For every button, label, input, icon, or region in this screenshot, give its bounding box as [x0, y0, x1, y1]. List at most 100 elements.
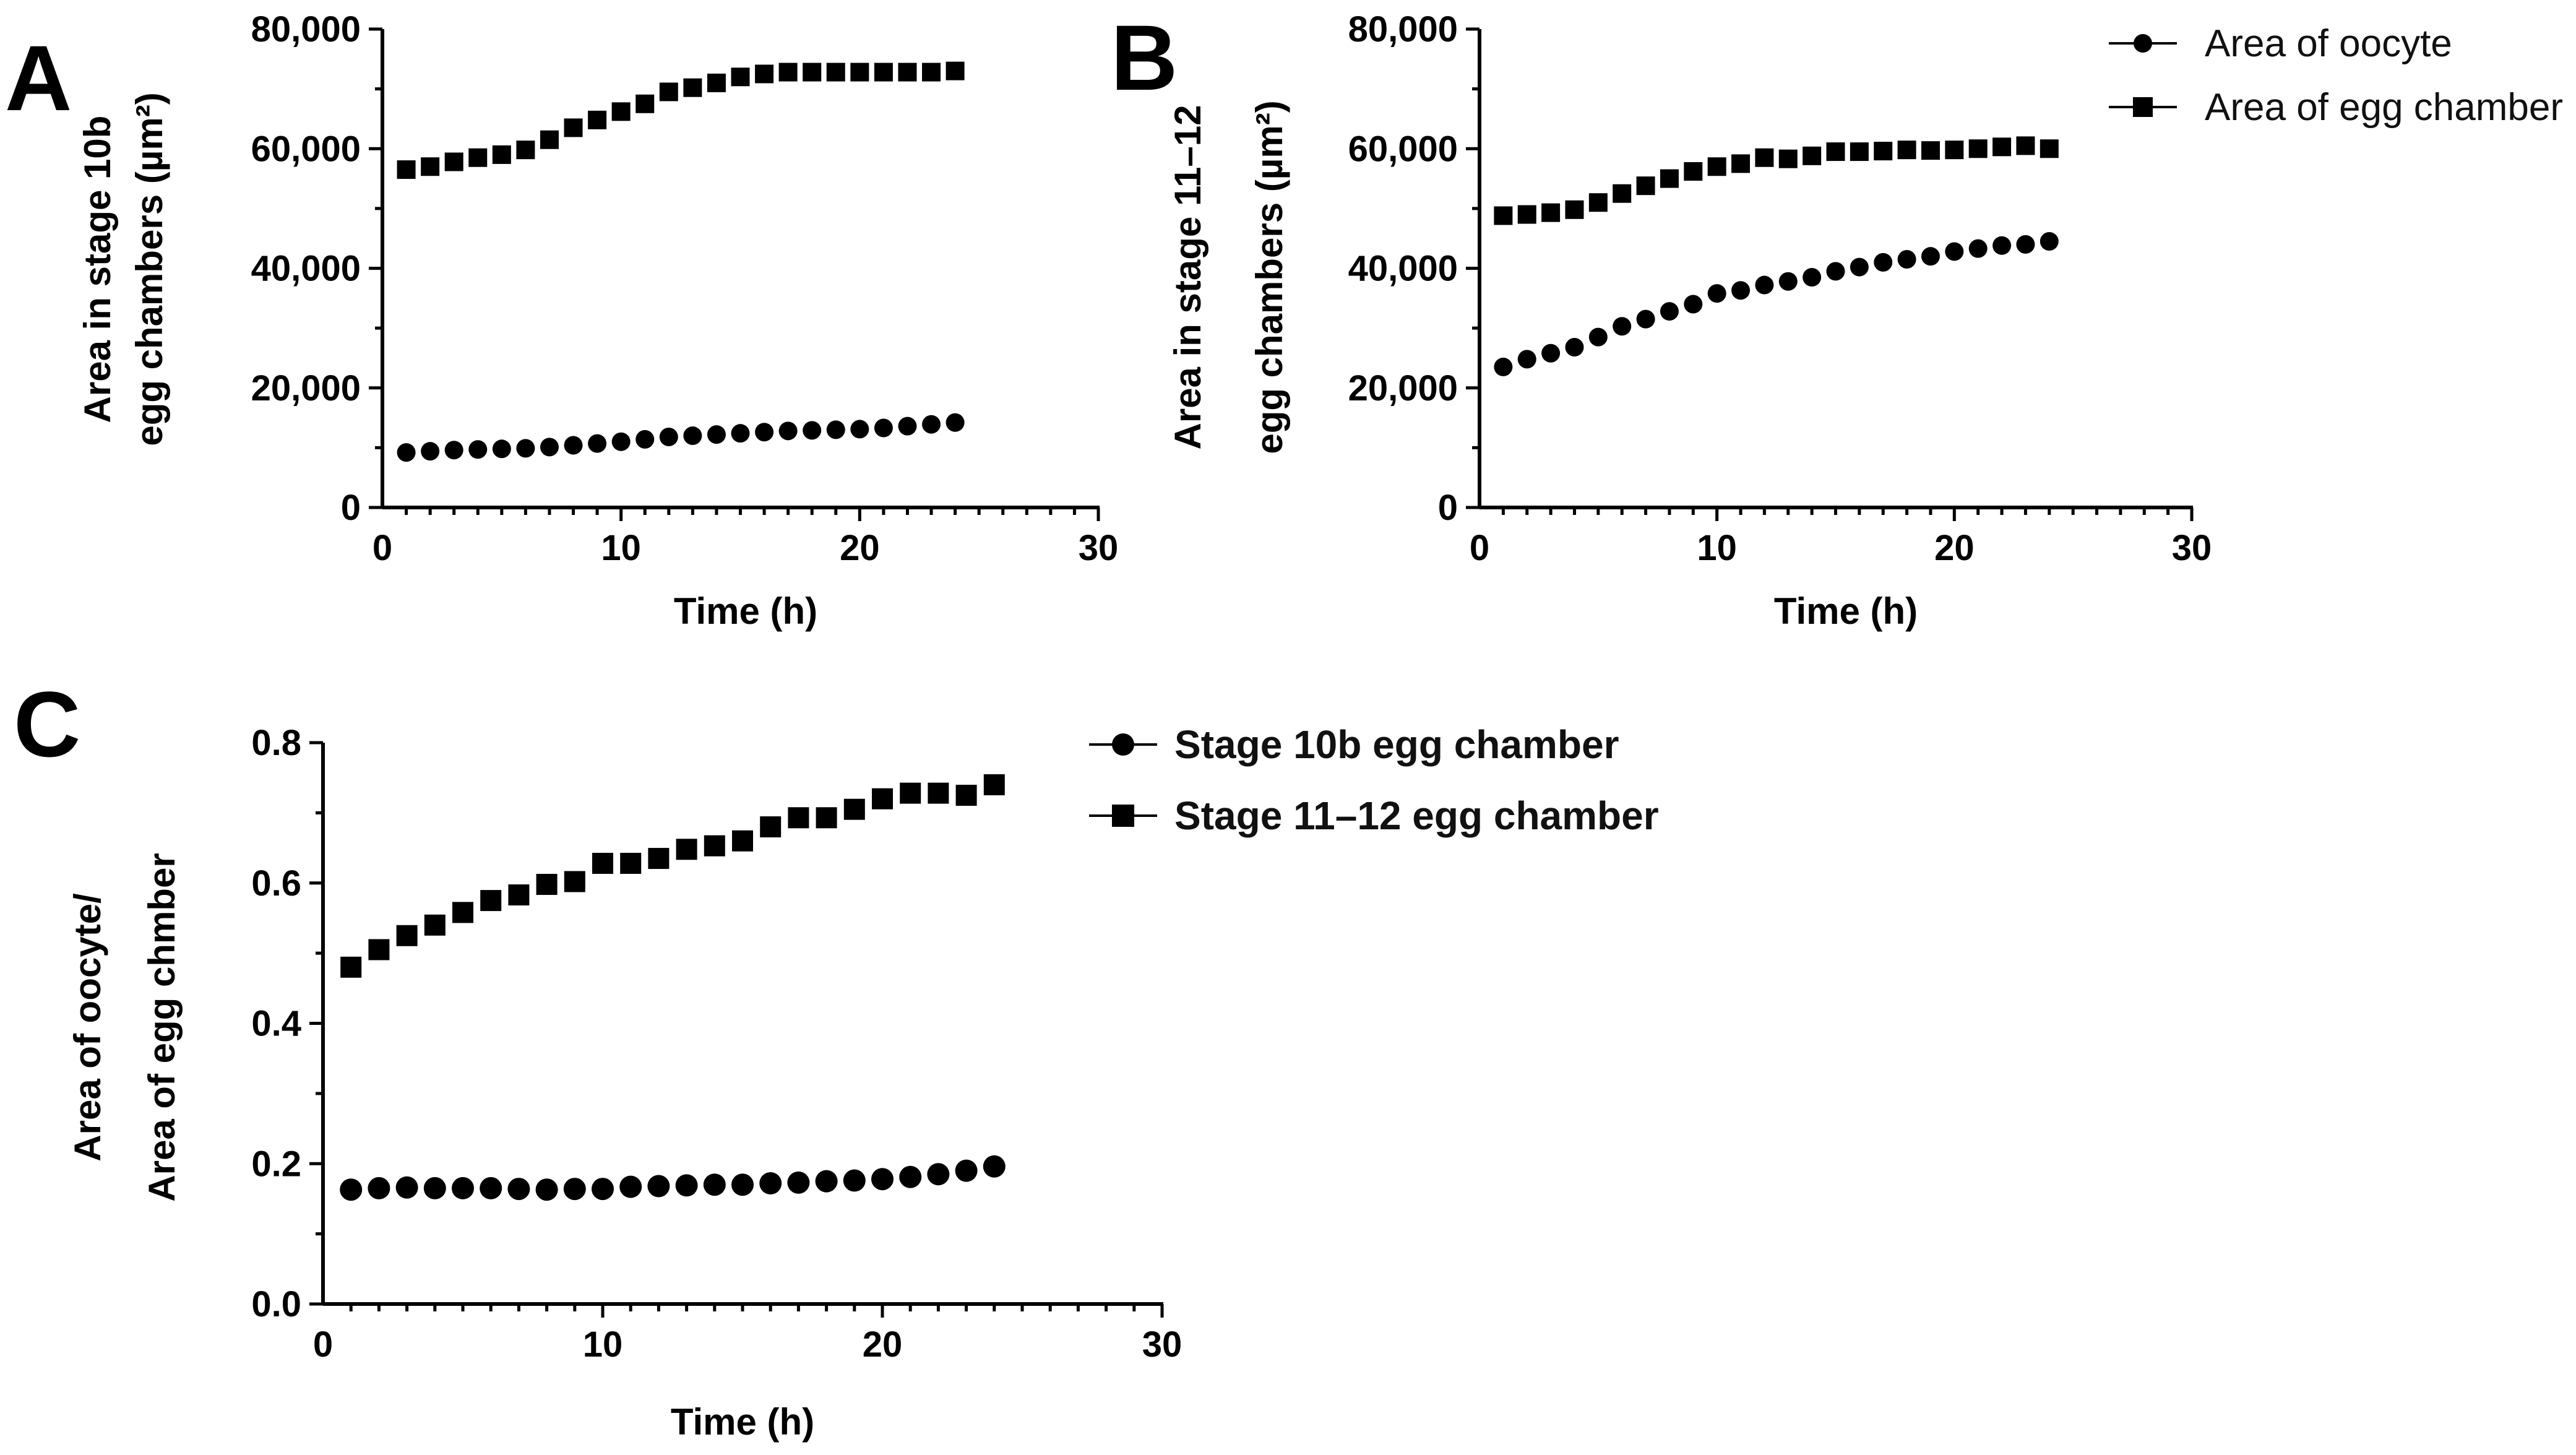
data-point-square [946, 61, 965, 80]
data-point-square [1778, 149, 1798, 168]
y-tick-label-b: 0 [1438, 488, 1458, 528]
data-point-circle [659, 427, 678, 446]
data-point-circle [2040, 232, 2059, 251]
data-point-circle [850, 420, 869, 439]
panel-c: C Area of oocyte/ Area of egg chmber Tim… [14, 672, 814, 1443]
data-point-circle [1636, 309, 1655, 329]
data-point-circle [480, 1177, 502, 1199]
data-point-square [1992, 137, 2012, 157]
data-point-square [900, 782, 921, 804]
data-point-circle [787, 1171, 810, 1194]
y-tick-label-c: 0.0 [251, 1284, 301, 1324]
data-point-circle [535, 1178, 558, 1201]
data-point-square [468, 148, 488, 167]
data-point-square [1755, 148, 1774, 167]
y-tick-label-a: 20,000 [251, 368, 361, 408]
data-point-circle [397, 443, 416, 462]
data-point-circle [492, 439, 511, 459]
data-point-circle [1778, 272, 1798, 291]
data-point-circle [955, 1159, 978, 1182]
x-tick-label-c: 10 [583, 1324, 623, 1365]
x-tick-label-c: 30 [1142, 1324, 1182, 1365]
data-point-circle [759, 1172, 782, 1194]
x-tick-label-a: 30 [1079, 528, 1119, 568]
data-point-circle [1803, 267, 1822, 287]
data-point-circle [1517, 350, 1536, 369]
data-point-square [898, 63, 917, 82]
plot-area-c: 0 10 20 30 0.0 0.2 0.4 0.6 0.8 [251, 723, 1182, 1365]
x-tick-label-c: 0 [313, 1324, 333, 1365]
x-tick-label-b: 0 [1470, 528, 1489, 568]
data-point-square [1565, 200, 1584, 219]
data-point-square [2016, 136, 2035, 155]
legend-c-item-stage11-12: Stage 11–12 egg chamber [1089, 793, 1659, 838]
data-point-circle [683, 426, 702, 446]
panel-letter-a: A [5, 26, 72, 130]
data-point-circle [1731, 281, 1751, 300]
legend-ab-label-egg-chamber: Area of egg chamber [2205, 86, 2563, 129]
data-point-circle [1588, 327, 1608, 347]
x-tick-label-a: 20 [840, 528, 880, 568]
data-point-square [676, 839, 697, 860]
data-point-square [843, 798, 865, 820]
data-point-circle [843, 1169, 866, 1192]
x-tick-label-b: 30 [2172, 528, 2212, 568]
data-point-square [1921, 141, 1940, 160]
data-point-square [444, 152, 463, 171]
data-point-circle [592, 1178, 614, 1201]
data-point-square [955, 785, 977, 806]
data-point-square [659, 82, 678, 101]
legend-ab-label-oocyte: Area of oocyte [2205, 22, 2452, 65]
legend-c-label-stage11-12: Stage 11–12 egg chamber [1174, 793, 1659, 838]
x-axis-title-b: Time (h) [1774, 590, 1918, 632]
data-point-square [816, 807, 837, 829]
data-point-square [1850, 142, 1869, 162]
data-point-circle [1992, 236, 2012, 255]
data-point-circle [1850, 257, 1869, 277]
data-point-circle [922, 415, 941, 434]
data-point-square [648, 848, 670, 870]
data-point-circle [731, 1173, 754, 1196]
data-point-circle [368, 1177, 390, 1199]
series-b-circles [1494, 232, 2059, 376]
plot-area-b: 0 10 20 30 0 20,000 40,000 60,000 80,000 [1348, 9, 2212, 568]
data-point-circle [1945, 242, 1964, 261]
data-point-circle [1755, 275, 1774, 295]
plot-area-a: 0 10 20 30 0 20,000 40,000 60,000 80,000 [251, 9, 1119, 568]
data-point-square [1494, 206, 1513, 225]
data-point-circle [983, 1155, 1006, 1178]
data-point-square [732, 830, 753, 852]
legend-c-circle-marker [1112, 733, 1134, 756]
series-b-squares [1494, 136, 2059, 225]
legend-ab-item-oocyte: Area of oocyte [2109, 22, 2452, 65]
data-point-circle [1660, 302, 1679, 321]
data-point-circle [611, 432, 631, 451]
data-point-circle [826, 420, 845, 439]
data-point-square [1541, 203, 1561, 222]
data-point-square [731, 67, 750, 87]
legend-ab-circle-marker [2134, 34, 2152, 53]
data-point-circle [778, 421, 798, 441]
data-point-square [1968, 139, 1988, 158]
legend-c-item-stage10b: Stage 10b egg chamber [1089, 722, 1619, 767]
data-point-circle [1707, 284, 1726, 303]
data-point-square [922, 63, 941, 82]
data-point-square [1517, 205, 1536, 224]
y-tick-label-b: 40,000 [1348, 249, 1458, 289]
data-point-circle [803, 421, 822, 440]
y-tick-label-b: 80,000 [1348, 9, 1458, 50]
data-point-square [755, 64, 774, 84]
data-point-circle [1897, 250, 1916, 269]
y-axis-title-b-line1: Area in stage 11–12 [1167, 105, 1208, 449]
data-point-square [397, 160, 416, 179]
data-point-circle [1921, 247, 1940, 266]
y-axis-title-b-line2: egg chambers (µm²) [1249, 100, 1290, 454]
data-point-circle [874, 418, 893, 438]
series-c-squares [340, 774, 1005, 978]
data-point-circle [619, 1175, 642, 1198]
data-point-circle [927, 1163, 950, 1186]
data-point-circle [395, 1176, 418, 1199]
data-point-square [588, 110, 607, 129]
data-point-circle [635, 430, 655, 449]
data-point-circle [468, 440, 488, 459]
